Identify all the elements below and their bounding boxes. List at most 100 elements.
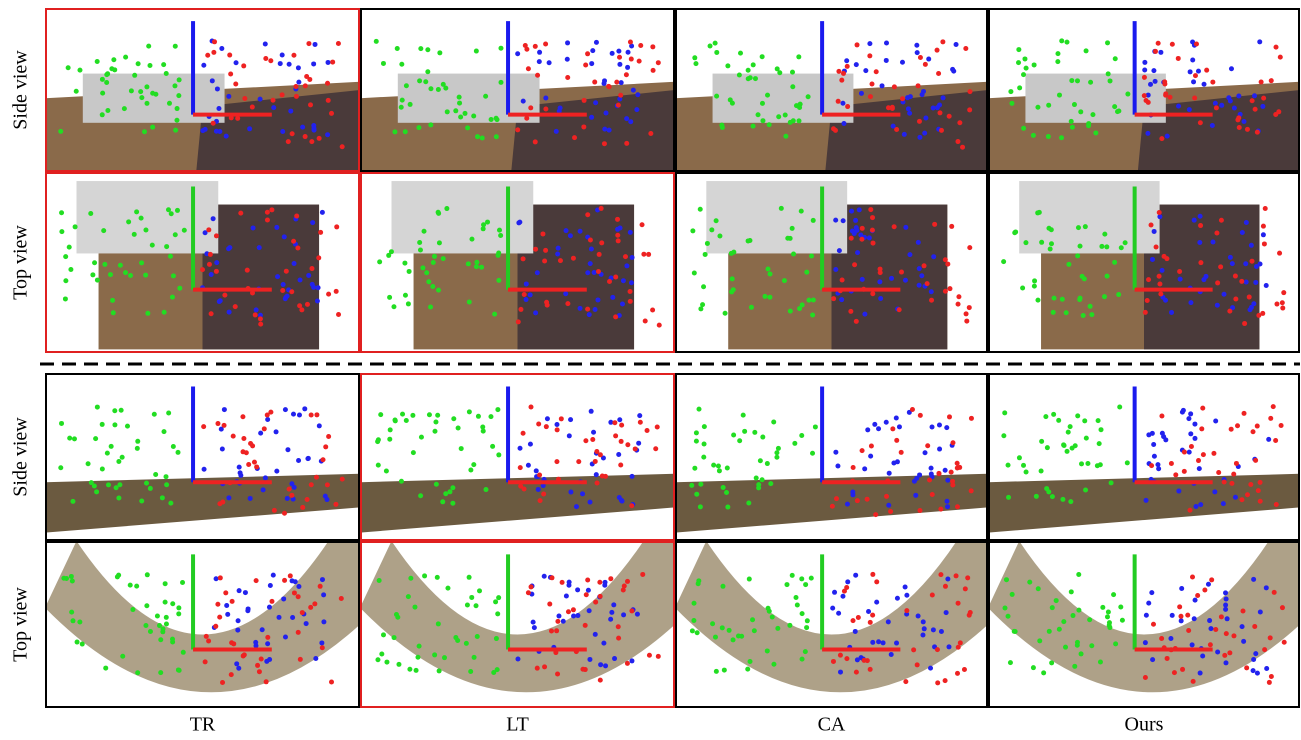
keypoint (1119, 245, 1124, 250)
keypoint (1258, 609, 1263, 614)
keypoint (1063, 645, 1068, 650)
keypoint (753, 76, 758, 81)
keypoint (555, 619, 560, 624)
keypoint (1055, 59, 1060, 64)
keypoint (797, 118, 802, 123)
keypoint (404, 418, 409, 423)
keypoint (585, 577, 590, 582)
keypoint (483, 487, 488, 492)
keypoint (1274, 502, 1279, 507)
keypoint (922, 131, 927, 136)
keypoint (1228, 255, 1233, 260)
keypoint (921, 619, 926, 624)
keypoint (571, 607, 576, 612)
keypoint (870, 228, 875, 233)
keypoint (878, 296, 883, 301)
keypoint (245, 268, 250, 273)
keypoint (1095, 463, 1100, 468)
keypoint (1243, 261, 1248, 266)
keypoint (465, 602, 470, 607)
keypoint (407, 667, 412, 672)
keypoint (1253, 280, 1258, 285)
keypoint (1150, 657, 1155, 662)
keypoint (803, 649, 808, 654)
keypoint (489, 117, 494, 122)
keypoint (631, 88, 636, 93)
keypoint (1202, 588, 1207, 593)
keypoint (128, 583, 133, 588)
keypoint (1046, 489, 1051, 494)
keypoint (655, 424, 660, 429)
keypoint (320, 577, 325, 582)
keypoint (404, 83, 409, 88)
keypoint (1186, 628, 1191, 633)
keypoint (943, 289, 948, 294)
keypoint (956, 645, 961, 650)
keypoint (1037, 638, 1042, 643)
keypoint (1280, 300, 1285, 305)
keypoint (1253, 651, 1258, 656)
keypoint (1105, 40, 1110, 45)
keypoint (648, 131, 653, 136)
keypoint (1078, 244, 1083, 249)
keypoint (1047, 629, 1052, 634)
keypoint (441, 256, 446, 261)
keypoint (1221, 501, 1226, 506)
keypoint (326, 60, 331, 65)
keypoint (839, 297, 844, 302)
keypoint (636, 441, 641, 446)
keypoint (387, 295, 392, 300)
keypoint (490, 444, 495, 449)
keypoint (838, 670, 843, 675)
keypoint (515, 657, 520, 662)
keypoint (799, 433, 804, 438)
keypoint (950, 440, 955, 445)
keypoint (1251, 577, 1256, 582)
keypoint (102, 262, 107, 267)
keypoint (767, 295, 772, 300)
keypoint (692, 270, 697, 275)
keypoint (303, 134, 308, 139)
keypoint (305, 497, 310, 502)
keypoint (320, 645, 325, 650)
keypoint (1233, 274, 1238, 279)
keypoint (1233, 495, 1238, 500)
keypoint (495, 611, 500, 616)
keypoint (746, 68, 751, 73)
keypoint (1248, 482, 1253, 487)
keypoint (958, 640, 963, 645)
keypoint (571, 613, 576, 618)
keypoint (565, 301, 570, 306)
keypoint (163, 581, 168, 586)
keypoint (233, 81, 238, 86)
keypoint (288, 109, 293, 114)
keypoint (777, 70, 782, 75)
keypoint (918, 55, 923, 60)
keypoint (1251, 429, 1256, 434)
keypoint (229, 672, 234, 677)
keypoint (1224, 596, 1229, 601)
keypoint (940, 39, 945, 44)
keypoint (1061, 619, 1066, 624)
keypoint (911, 647, 916, 652)
keypoint (175, 106, 180, 111)
keypoint (271, 105, 276, 110)
keypoint (378, 412, 383, 417)
keypoint (929, 472, 934, 477)
keypoint (384, 660, 389, 665)
keypoint (831, 296, 836, 301)
keypoint (923, 450, 928, 455)
table (706, 181, 847, 253)
keypoint (375, 657, 380, 662)
keypoint (173, 232, 178, 237)
keypoint (70, 618, 75, 623)
keypoint (925, 281, 930, 286)
keypoint (624, 72, 629, 77)
keypoint (900, 96, 905, 101)
keypoint (730, 101, 735, 106)
keypoint (522, 487, 527, 492)
keypoint (1227, 309, 1232, 314)
keypoint (633, 446, 638, 451)
keypoint (340, 144, 345, 149)
keypoint (621, 612, 626, 617)
